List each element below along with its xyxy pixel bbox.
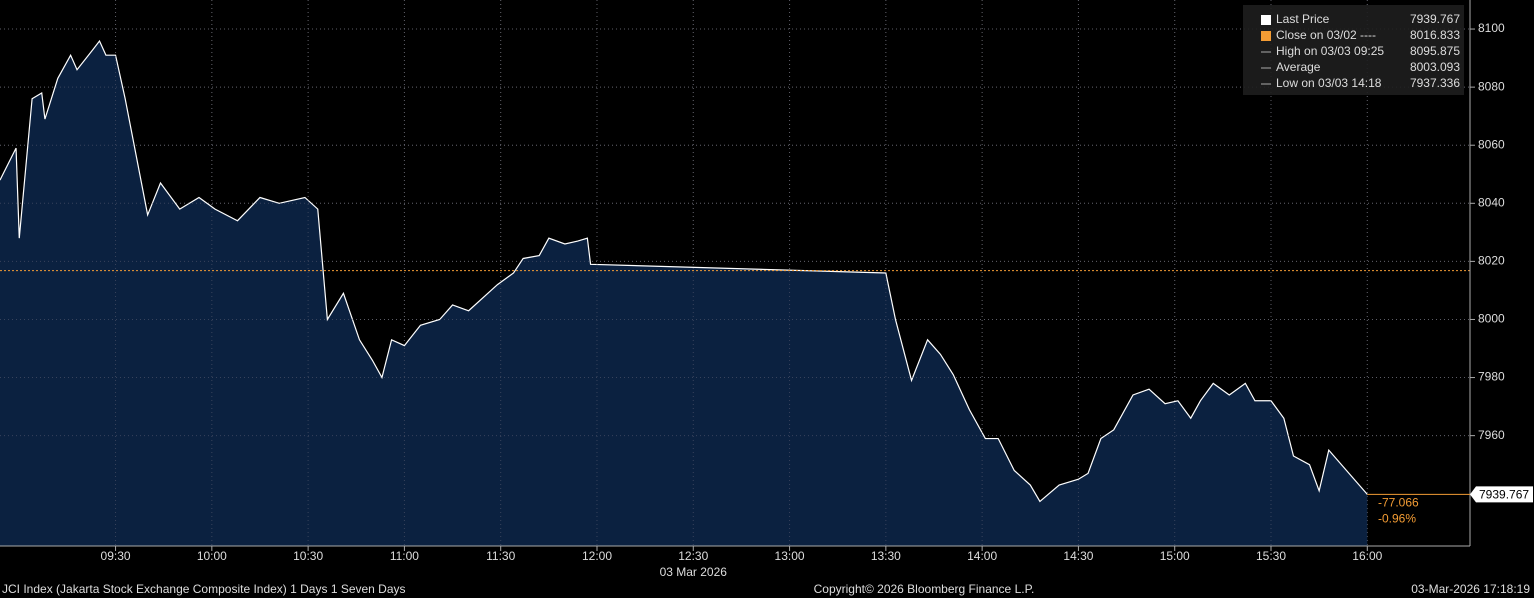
x-tick-label: 14:30 — [1063, 549, 1093, 563]
x-tick-label: 09:30 — [101, 549, 131, 563]
x-tick-label: 12:00 — [582, 549, 612, 563]
footer-center: Copyright© 2026 Bloomberg Finance L.P. — [814, 582, 1035, 596]
last-tag-label: 7939.767 — [1479, 488, 1529, 502]
x-tick-label: 10:30 — [293, 549, 323, 563]
change-pct-label: -0.96% — [1378, 512, 1416, 526]
legend-swatch — [1261, 31, 1271, 41]
x-tick-label: 13:30 — [871, 549, 901, 563]
x-tick-label: 12:30 — [678, 549, 708, 563]
footer-left: JCI Index (Jakarta Stock Exchange Compos… — [2, 582, 406, 596]
last-tag — [1470, 486, 1533, 503]
legend-label: Last Price — [1276, 12, 1330, 26]
x-tick-label: 13:00 — [775, 549, 805, 563]
legend-value: 8095.875 — [1410, 44, 1460, 58]
price-line — [0, 39, 1368, 503]
y-tick-label: 8040 — [1478, 195, 1505, 209]
x-tick-label: 16:00 — [1352, 549, 1382, 563]
change-label: -77.066 — [1378, 496, 1419, 510]
x-tick-label: 11:30 — [486, 549, 515, 563]
y-tick-label: 8000 — [1478, 312, 1505, 326]
area-fill — [0, 41, 1368, 546]
legend-label: Average — [1276, 60, 1321, 74]
date-label: 03 Mar 2026 — [660, 565, 728, 579]
x-tick-label: 11:00 — [390, 549, 419, 563]
x-tick-label: 10:00 — [197, 549, 227, 563]
legend-swatch — [1261, 15, 1271, 25]
legend-value: 7939.767 — [1410, 12, 1460, 26]
x-tick-label: 15:00 — [1160, 549, 1190, 563]
legend-value: 8003.093 — [1410, 60, 1460, 74]
legend-box — [1243, 5, 1464, 95]
legend-label: Low on 03/03 14:18 — [1276, 76, 1382, 90]
legend-value: 7937.336 — [1410, 76, 1460, 90]
legend-value: 8016.833 — [1410, 28, 1460, 42]
y-tick-label: 8080 — [1478, 79, 1505, 93]
y-tick-label: 8020 — [1478, 254, 1505, 268]
y-tick-label: 7960 — [1478, 428, 1505, 442]
x-tick-label: 14:00 — [967, 549, 997, 563]
x-tick-label: 15:30 — [1256, 549, 1286, 563]
y-tick-label: 8060 — [1478, 137, 1505, 151]
y-tick-label: 8100 — [1478, 21, 1505, 35]
legend-label: Close on 03/02 ---- — [1276, 28, 1376, 42]
legend-label: High on 03/03 09:25 — [1276, 44, 1384, 58]
y-tick-label: 7980 — [1478, 370, 1505, 384]
footer-right: 03-Mar-2026 17:18:19 — [1411, 582, 1530, 596]
